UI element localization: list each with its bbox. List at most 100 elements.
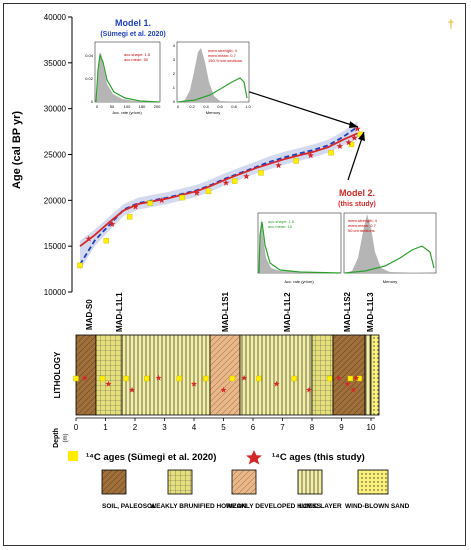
inset1b-note1: mem.strength: 4 — [208, 48, 238, 53]
inset1-xlabel: Acc. rate (yr/cm) — [112, 110, 142, 115]
sumegi-point — [126, 214, 133, 220]
inset2-note2: acc.mean: 10 — [268, 224, 293, 229]
inset1b-xtick: 1.0 — [245, 104, 251, 109]
legend-this-study-marker — [246, 450, 262, 465]
inset2-xlabel: Acc. rate (yr/cm) — [284, 279, 314, 284]
this-study-point — [132, 203, 139, 210]
sumegi-point — [77, 262, 83, 269]
depth-tick-label: 3 — [162, 423, 167, 432]
inset1b-xtick: 0.4 — [203, 104, 209, 109]
this-study-point — [85, 235, 92, 242]
inset2b-xlabel: Memory — [383, 279, 397, 284]
inset1-ytick: 0.04 — [85, 53, 94, 58]
sumegi-point — [205, 188, 212, 194]
inset1b-xtick: 0.2 — [189, 104, 195, 109]
litho-sumegi-marker — [291, 375, 297, 382]
y-tick-label: 40000 — [44, 13, 67, 22]
inset1-xtick: 50 — [110, 104, 115, 109]
inset1b-note3: 150 Yr/cm sections — [208, 58, 242, 63]
inset2b-note2: mem.mean: 0.7 — [348, 223, 377, 228]
litho-this-study-marker — [241, 374, 248, 381]
inset1b-prior-area — [178, 48, 248, 102]
inset1b-note2: mem.mean: 0.7 — [208, 53, 237, 58]
inset1-title: Model 1. — [115, 18, 151, 28]
inset1-xtick: 100 — [124, 104, 131, 109]
inset1b-posterior — [177, 77, 248, 103]
inset2b-note1: mem.strength: 4 — [348, 218, 378, 223]
sumegi-point — [179, 194, 185, 201]
legend-sumegi-marker — [68, 451, 78, 461]
this-study-point — [222, 179, 230, 186]
y-axis-label: Age (cal BP yr) — [11, 111, 23, 189]
y-tick-label: 30000 — [44, 105, 67, 114]
y-tick-label: 15000 — [44, 242, 67, 251]
inset2-title: Model 2. — [339, 188, 375, 198]
this-study-points — [85, 125, 361, 242]
inset1-xtick: 0 — [96, 104, 99, 109]
litho-sumegi-marker — [123, 375, 129, 382]
legend-brunified-swatch — [167, 469, 193, 495]
y-ticks: 10000 15000 20000 25000 30000 35000 40000 — [44, 13, 72, 297]
this-study-point — [243, 173, 250, 180]
sumegi-points — [77, 131, 364, 269]
lithology-sample-markers — [73, 374, 362, 393]
this-study-point — [351, 134, 358, 141]
sumegi-point — [293, 158, 299, 164]
depth-tick-label: 2 — [133, 423, 138, 432]
y-tick-label: 25000 — [44, 151, 67, 160]
depth-tick-label: 9 — [339, 423, 344, 432]
y-tick-label: 10000 — [44, 288, 67, 297]
this-study-point — [307, 152, 314, 159]
inset1-note2: acc.mean: 50 — [124, 57, 149, 62]
litho-sumegi-marker — [203, 375, 209, 382]
litho-this-study-marker — [129, 386, 136, 393]
inset1-x-ticks: 0 50 100 150 200 — [96, 104, 161, 109]
inset1b-y-ticks: 0 1 2 3 4 — [173, 43, 176, 104]
dagger-mark: † — [448, 17, 455, 31]
litho-this-study-marker — [353, 374, 360, 381]
layer-loess-l1l2 — [239, 334, 313, 416]
this-study-point — [336, 142, 344, 149]
layer-sand — [370, 334, 380, 416]
litho-sumegi-marker — [229, 375, 236, 382]
figure-frame — [3, 3, 466, 546]
inset2-frame — [257, 212, 342, 274]
inset1b-xtick: 0.6 — [217, 104, 223, 109]
y-tick-label: 35000 — [44, 59, 67, 68]
litho-this-study-marker — [105, 380, 112, 387]
depth-tick-label: 1 — [103, 423, 108, 432]
litho-sumegi-marker — [99, 375, 106, 382]
sumegi-point — [232, 178, 238, 184]
legend-this-study-label: ¹⁴C ages (this study) — [272, 452, 365, 463]
inset1b-ytick: 0 — [173, 99, 176, 104]
litho-this-study-marker — [350, 386, 357, 393]
layer-humic-l1s1 — [209, 334, 241, 416]
unit-label-l1l2: MAD-L1L2 — [283, 292, 292, 332]
inset-model1: Model 1. (Sümegi et al. 2020) acc.shape:… — [85, 18, 251, 115]
depth-ticks: 0 1 2 3 4 5 6 7 8 9 10 — [74, 418, 376, 432]
layer-soil-l1s2 — [332, 334, 366, 416]
layer-loess-l1l3 — [364, 334, 372, 416]
layer-brunified-2 — [311, 334, 334, 416]
unit-label-l1s2: MAD-L1S2 — [343, 291, 352, 332]
sumegi-point — [147, 200, 153, 206]
inset2-prior-area — [259, 218, 340, 273]
this-study-point — [354, 125, 361, 132]
depth-tick-label: 0 — [74, 423, 79, 432]
legend-loess-swatch — [297, 469, 323, 495]
litho-this-study-marker — [273, 380, 280, 387]
sumegi-point — [348, 141, 355, 148]
unit-labels: MAD-S0 MAD-L1L1 MAD-L1S1 MAD-L1L2 MAD-L1… — [85, 291, 375, 332]
inset1-xtick: 200 — [154, 104, 161, 109]
litho-this-study-marker — [220, 386, 227, 393]
arrow-head-model1 — [349, 121, 358, 128]
layer-loess-l1l1 — [121, 334, 211, 416]
litho-this-study-marker — [191, 380, 197, 387]
depth-tick-label: 7 — [280, 423, 285, 432]
litho-this-study-marker — [155, 374, 162, 381]
legend-sumegi-label: ¹⁴C ages (Sümegi et al. 2020) — [86, 452, 216, 463]
sumegi-point — [328, 149, 334, 156]
inset-model2: Model 2. (this study) acc.shape: 1.5 acc… — [257, 188, 437, 284]
inset2b-prior-area — [345, 214, 435, 273]
